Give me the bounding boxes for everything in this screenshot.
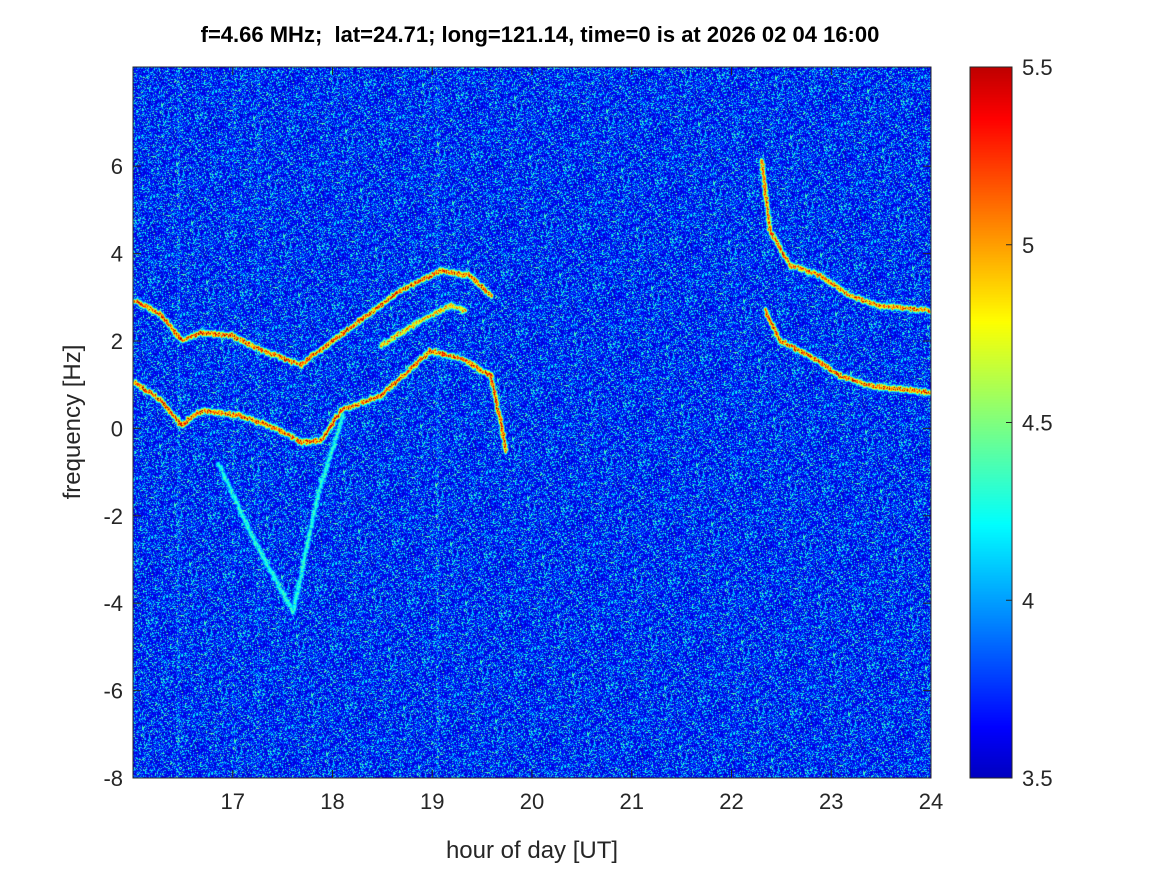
spectrogram-heatmap xyxy=(133,67,931,778)
x-tick-label: 19 xyxy=(420,789,444,814)
x-tick-label: 17 xyxy=(221,789,245,814)
y-tick-label: -2 xyxy=(103,504,123,529)
y-tick-label: 0 xyxy=(111,416,123,441)
y-tick-label: -6 xyxy=(103,679,123,704)
colorbar-tick-label: 5.5 xyxy=(1022,55,1053,80)
y-tick-label: 2 xyxy=(111,329,123,354)
x-tick-label: 18 xyxy=(320,789,344,814)
x-axis-label: hour of day [UT] xyxy=(446,837,618,864)
colorbar xyxy=(970,67,1012,778)
colorbar-tick-label: 3.5 xyxy=(1022,766,1053,791)
colorbar-tick-label: 4.5 xyxy=(1022,411,1053,436)
plot-frame xyxy=(132,66,932,779)
y-tick-label: -4 xyxy=(103,591,123,616)
y-tick-label: 6 xyxy=(111,154,123,179)
y-axis-label: frequency [Hz] xyxy=(59,345,86,500)
colorbar-tick-label: 5 xyxy=(1022,233,1034,258)
x-tick-label: 22 xyxy=(719,789,743,814)
x-tick-label: 24 xyxy=(919,789,943,814)
chart-title: f=4.66 MHz; lat=24.71; long=121.14, time… xyxy=(200,22,880,47)
colorbar-frame xyxy=(969,66,1013,779)
y-tick-label: -8 xyxy=(103,766,123,791)
x-tick-label: 23 xyxy=(819,789,843,814)
x-tick-label: 21 xyxy=(620,789,644,814)
colorbar-tick-label: 4 xyxy=(1022,588,1034,613)
x-tick-label: 20 xyxy=(520,789,544,814)
y-tick-label: 4 xyxy=(111,242,123,267)
